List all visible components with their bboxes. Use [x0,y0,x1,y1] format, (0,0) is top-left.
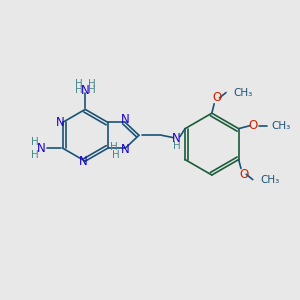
Text: O: O [212,92,222,104]
Text: CH₃: CH₃ [233,88,253,98]
Text: N: N [37,142,46,155]
Text: CH₃: CH₃ [272,121,291,131]
Text: O: O [239,168,248,181]
Text: H: H [31,137,39,147]
Text: N: N [81,84,90,97]
Text: H: H [110,142,118,152]
Text: H: H [88,85,96,95]
Text: O: O [249,119,258,132]
Text: N: N [79,155,87,168]
Text: N: N [172,132,181,145]
Text: N: N [121,113,130,127]
Text: H: H [112,150,120,160]
Text: N: N [121,143,130,156]
Text: CH₃: CH₃ [260,175,279,184]
Text: H: H [75,85,82,95]
Text: N: N [56,116,65,129]
Text: H: H [75,79,82,89]
Text: H: H [173,142,181,152]
Text: H: H [88,79,96,89]
Text: H: H [31,150,39,160]
